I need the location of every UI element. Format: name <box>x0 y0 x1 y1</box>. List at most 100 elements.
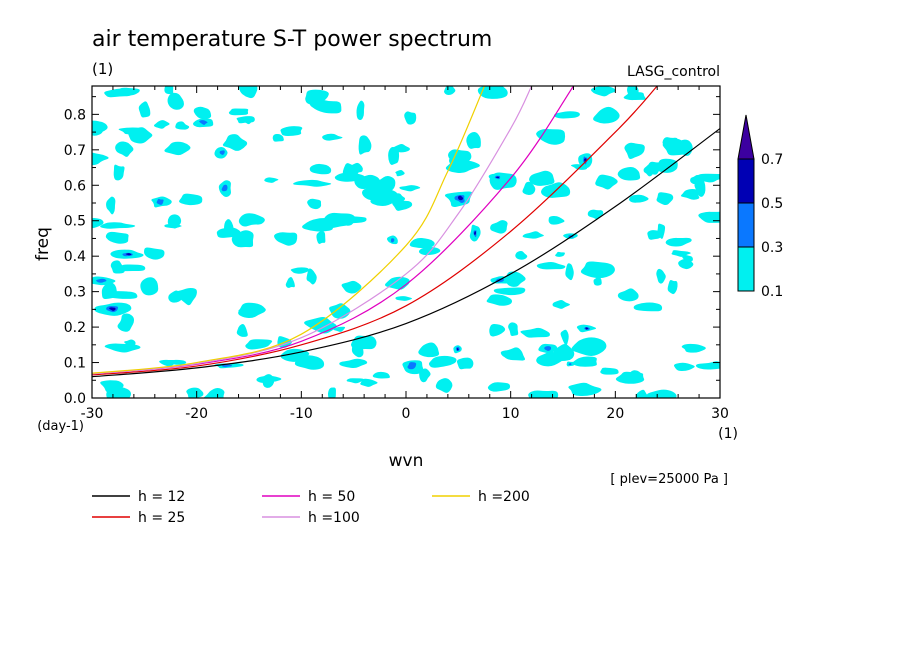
contour-patch <box>106 196 116 215</box>
y-tick-label: 0.3 <box>64 285 86 301</box>
contour-patch <box>617 288 639 302</box>
contour-patch <box>515 250 528 260</box>
contour-patch <box>307 198 322 210</box>
legend-label: h =200 <box>478 489 530 505</box>
series-line <box>92 86 658 376</box>
x-tick-label: -20 <box>185 406 208 422</box>
y-tick-label: 0.8 <box>64 107 86 123</box>
contour-patch-mid <box>390 238 395 243</box>
contour-patch <box>647 161 662 175</box>
contour-patch-high <box>456 348 459 351</box>
contour-patch-mid <box>221 364 233 368</box>
experiment-label: LASG_control <box>627 64 720 80</box>
contour-patch <box>500 350 515 358</box>
contour-patch <box>565 263 574 281</box>
contour-patch-mid <box>96 278 107 283</box>
contour-patch <box>358 135 372 155</box>
contour-patch <box>656 268 666 284</box>
contour-patch <box>117 313 135 332</box>
legend-label: h = 50 <box>308 489 355 505</box>
y-tick-label: 0.7 <box>64 143 86 159</box>
contour-patch <box>164 86 174 95</box>
colorbar-segment <box>737 158 755 204</box>
series-line <box>92 128 720 378</box>
contour-patch <box>445 160 480 173</box>
contour-patch <box>490 220 508 234</box>
contour-patch <box>698 211 720 223</box>
contour-patch <box>316 230 326 244</box>
contour-patch-mid <box>544 346 552 351</box>
contour-patch <box>418 342 440 358</box>
axis-ticks: -30 -20 -10 0 10 20 30 0.0 0.1 0.2 0.3 0.4 0.5 0.6 0.7… <box>64 86 729 422</box>
contour-patch <box>306 268 317 285</box>
contour-patch <box>105 231 129 244</box>
contour-patch <box>395 296 413 301</box>
colorbar: 0.1 0.3 0.5 0.7 <box>737 114 783 300</box>
contour-patch <box>635 389 650 398</box>
contour-patch <box>309 163 332 175</box>
contour-patch <box>285 277 295 288</box>
contour-patch <box>222 134 248 151</box>
contour-patch <box>591 86 616 97</box>
y-tick-label: 0.6 <box>64 178 86 194</box>
contour-patch <box>164 141 191 156</box>
y-axis-label: freq <box>33 227 53 261</box>
contour-patch <box>522 231 544 239</box>
contour-patch <box>555 251 565 257</box>
contour-patch <box>553 111 580 119</box>
contour-patch <box>113 164 125 181</box>
contour-patch <box>595 174 618 190</box>
contour-patch <box>667 280 678 295</box>
contour-patch <box>159 359 178 367</box>
contour-patch <box>617 166 641 181</box>
contour-patch <box>393 193 406 203</box>
contour-patch <box>548 216 565 225</box>
contour-patch <box>682 255 693 263</box>
contour-patch <box>168 290 183 303</box>
x-axis-unit: (1) <box>718 426 738 442</box>
contour-patch <box>600 367 619 375</box>
contour-patch <box>593 106 620 124</box>
contour-patch-high <box>109 307 116 311</box>
contour-patch <box>280 126 303 137</box>
x-axis-label: wvn <box>389 451 424 471</box>
contour-patch <box>477 86 508 99</box>
contour-patch <box>615 371 645 384</box>
contour-patch <box>572 356 597 367</box>
x-tick-label: 0 <box>402 406 411 422</box>
colorbar-label: 0.1 <box>761 284 783 300</box>
y-tick-label: 0.2 <box>64 320 86 336</box>
contour-patch <box>203 387 225 398</box>
contour-patch <box>290 267 309 274</box>
contour-patch <box>673 362 695 372</box>
contour-patch <box>681 343 706 353</box>
contour-patch <box>167 214 182 229</box>
contour-patch <box>624 142 645 159</box>
contour-patch <box>580 261 615 279</box>
contour-patch <box>105 291 138 299</box>
contour-patch <box>528 390 559 398</box>
contour-patch-mid <box>407 362 417 370</box>
contour-patch <box>346 378 364 384</box>
y-tick-label: 0.0 <box>64 391 86 407</box>
contour-patch <box>623 91 646 101</box>
contour-patch <box>529 170 555 186</box>
contour-patch <box>633 302 663 312</box>
contour-patch <box>351 337 364 358</box>
contour-patch <box>100 380 124 394</box>
contour-patch <box>655 158 678 173</box>
contour-patch <box>238 305 266 314</box>
y-axis-unit: (day-1) <box>37 419 84 434</box>
contour-patch <box>647 230 662 240</box>
contour-patch <box>695 361 720 370</box>
contour-patch <box>680 188 700 200</box>
contour-patch <box>186 387 204 398</box>
series-line <box>92 86 533 375</box>
contour-patch <box>274 232 298 246</box>
contour-patch <box>236 323 248 337</box>
contour-patch <box>505 271 526 287</box>
colorbar-label: 0.5 <box>761 196 783 212</box>
title-unit: (1) <box>92 60 113 78</box>
contour-patch <box>264 177 279 183</box>
